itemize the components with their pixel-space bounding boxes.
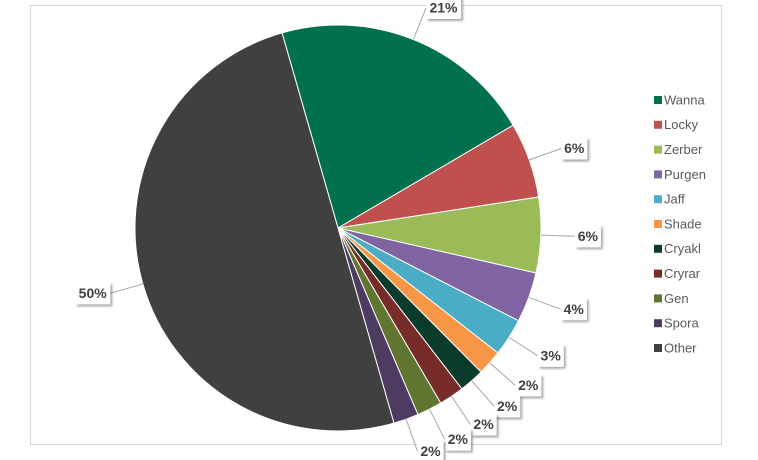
legend-label: Zerber xyxy=(664,142,703,157)
data-label: 2% xyxy=(448,431,469,447)
data-label-box xyxy=(560,298,587,321)
data-label: 3% xyxy=(541,347,562,363)
leader-line xyxy=(451,396,471,425)
data-label-box xyxy=(574,225,601,248)
pie-slice xyxy=(134,32,395,432)
data-label: 6% xyxy=(564,140,585,156)
legend-label: Gen xyxy=(664,291,689,306)
legend-swatch xyxy=(654,96,662,104)
legend-swatch xyxy=(654,145,662,154)
legend-label: Other xyxy=(664,340,697,355)
legend-swatch xyxy=(654,195,662,204)
leader-line xyxy=(529,148,562,161)
legend-swatch xyxy=(654,120,662,129)
data-label-box xyxy=(537,344,564,367)
data-label-box xyxy=(417,440,444,460)
leader-line xyxy=(429,408,446,440)
legend-swatch xyxy=(654,319,662,328)
data-label: 4% xyxy=(564,301,585,317)
legend-swatch xyxy=(654,269,662,278)
legend-label: Locky xyxy=(664,117,698,132)
data-label-box xyxy=(515,374,542,397)
legend-swatch xyxy=(654,170,662,179)
data-label-box xyxy=(75,282,111,305)
legend-label: Spora xyxy=(664,316,699,331)
leader-line xyxy=(528,296,561,310)
legend-label: Purgen xyxy=(664,167,706,182)
data-label: 2% xyxy=(518,377,539,393)
leader-line xyxy=(471,380,495,407)
data-label: 6% xyxy=(578,228,599,244)
legend-swatch xyxy=(654,294,662,303)
legend-label: Cryrar xyxy=(664,266,701,281)
leader-line xyxy=(540,234,575,237)
leader-line xyxy=(110,283,144,294)
leader-line xyxy=(489,362,516,386)
leader-line xyxy=(412,7,427,40)
legend-label: Jaff xyxy=(664,192,685,207)
legend-swatch xyxy=(654,220,662,228)
data-label: 21% xyxy=(429,0,458,16)
data-label-box xyxy=(470,413,497,436)
data-label: 50% xyxy=(79,285,108,301)
pie-slice xyxy=(281,24,514,229)
data-label-box xyxy=(426,0,462,19)
legend-swatch xyxy=(654,244,662,253)
data-label: 2% xyxy=(420,443,441,459)
leader-line xyxy=(508,336,538,357)
legend-label: Cryakl xyxy=(664,241,701,256)
legend-label: Wanna xyxy=(664,92,705,107)
leader-line xyxy=(405,419,418,452)
data-label: 2% xyxy=(497,398,518,414)
data-label-box xyxy=(494,395,521,418)
legend-label: Shade xyxy=(664,216,702,231)
data-label-box xyxy=(444,428,471,451)
data-label-box xyxy=(561,137,588,160)
legend-swatch xyxy=(654,344,662,352)
data-label: 2% xyxy=(473,416,494,432)
